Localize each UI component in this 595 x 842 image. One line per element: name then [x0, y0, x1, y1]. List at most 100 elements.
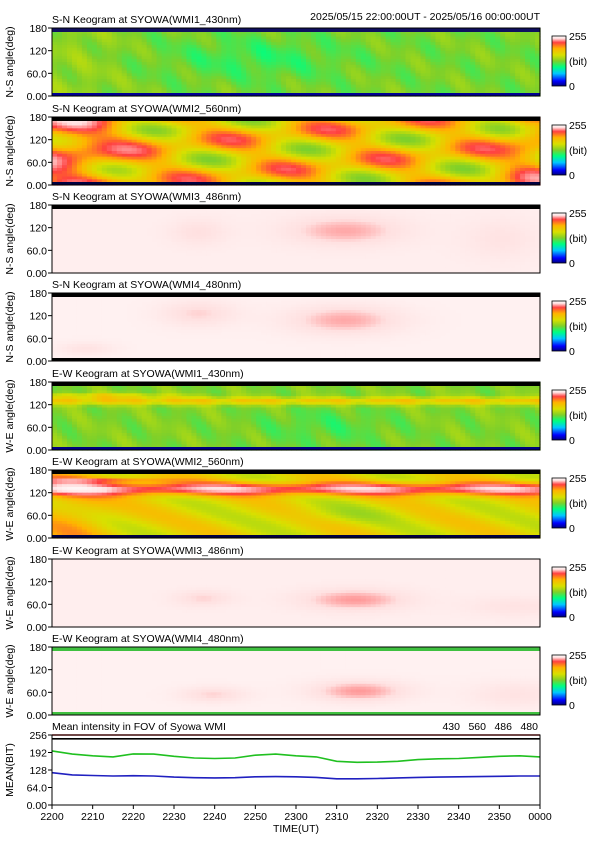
keogram-cell: [310, 53, 317, 57]
keogram-cell: [470, 53, 476, 57]
keogram-cell: [495, 47, 501, 52]
keogram-cell: [261, 53, 267, 57]
keogram-cell: [355, 39, 362, 43]
keogram-cell: [76, 70, 83, 74]
keogram-cell: [380, 33, 387, 38]
keogram-cell: [530, 56, 536, 60]
keogram-cell: [520, 45, 526, 49]
keogram-cell: [116, 50, 123, 55]
keogram-cell: [176, 81, 183, 86]
keogram-cell: [136, 62, 143, 66]
keogram-cell: [61, 50, 68, 55]
keogram-cell: [440, 36, 446, 40]
keogram-cell: [266, 62, 272, 66]
keogram-cell: [395, 125, 402, 129]
keogram-cell: [151, 87, 158, 91]
keogram-cell: [500, 36, 506, 40]
keogram-cell: [495, 87, 501, 91]
keogram-cell: [66, 87, 73, 91]
keogram-cell: [176, 39, 183, 43]
keogram-cell: [390, 70, 397, 74]
keogram-cell: [91, 90, 98, 94]
keogram-cell: [340, 84, 347, 89]
keogram-cell: [520, 67, 526, 72]
keogram-cell: [61, 62, 68, 66]
keogram-cell: [420, 87, 427, 91]
keogram-cell: [345, 47, 352, 52]
keogram-cell: [61, 39, 68, 43]
keogram-cell: [485, 90, 491, 94]
keogram-cell: [335, 79, 342, 83]
keogram-cell: [320, 119, 327, 124]
keogram-cell: [455, 30, 461, 35]
keogram-cell: [81, 81, 88, 86]
keogram-cell: [410, 64, 417, 69]
keogram-cell: [121, 56, 128, 60]
keogram-cell: [106, 45, 113, 49]
keogram-cell: [420, 30, 427, 35]
keogram-cell: [61, 30, 68, 35]
keogram-cell: [181, 62, 188, 66]
keogram-cell: [400, 36, 407, 40]
keogram-cell: [201, 42, 207, 46]
keogram-cell: [450, 56, 456, 60]
keogram-cell: [211, 45, 217, 49]
keogram-cell: [340, 50, 347, 55]
keogram-cell: [485, 50, 491, 55]
panel-frame: [51, 27, 541, 97]
keogram-cell: [500, 122, 506, 127]
keogram-cell: [525, 125, 531, 129]
keogram-cell: [121, 36, 128, 40]
keogram-cell: [490, 90, 496, 94]
keogram-cell: [156, 90, 163, 94]
keogram-cell: [141, 62, 148, 66]
keogram-cell: [96, 42, 103, 46]
keogram-cell: [505, 50, 511, 55]
keogram-cell: [176, 36, 183, 40]
keogram-cell: [345, 87, 352, 91]
keogram-cell: [171, 36, 178, 40]
keogram-cell: [201, 125, 207, 129]
keogram-cell: [430, 70, 437, 74]
keogram-cell: [181, 70, 188, 74]
keogram-cell: [181, 36, 188, 40]
keogram-cell: [305, 59, 312, 63]
keogram-cell: [410, 45, 417, 49]
keogram-cell: [296, 84, 302, 89]
keogram-cell: [455, 84, 461, 89]
keogram-cell: [360, 73, 367, 77]
keogram-cell: [420, 36, 427, 40]
keogram-cell: [91, 56, 98, 60]
keogram-cell: [420, 53, 427, 57]
keogram-cell: [400, 90, 407, 94]
keogram-cell: [91, 119, 98, 124]
keogram-cell: [415, 33, 422, 38]
keogram-cell: [320, 47, 327, 52]
keogram-cell: [315, 70, 322, 74]
keogram-cell: [146, 30, 153, 35]
keogram-cell: [296, 70, 302, 74]
keogram-cell: [226, 64, 232, 69]
keogram-cell: [465, 122, 471, 127]
keogram-cell: [315, 81, 322, 86]
keogram-cell: [71, 39, 78, 43]
keogram-cell: [86, 122, 93, 127]
keogram-cell: [350, 125, 357, 129]
keogram-cell: [350, 128, 357, 132]
keogram-cell: [370, 36, 377, 40]
keogram-cell: [520, 36, 526, 40]
keogram-cell: [221, 119, 227, 124]
keogram-cell: [500, 30, 506, 35]
keogram-cell: [201, 59, 207, 63]
keogram-cell: [131, 45, 138, 49]
keogram-cell: [325, 87, 332, 91]
keogram-cell: [206, 59, 212, 63]
keogram-cell: [86, 59, 93, 63]
keogram-cell: [480, 87, 486, 91]
keogram-cell: [221, 45, 227, 49]
keogram-cell: [186, 76, 193, 80]
keogram-cell: [520, 30, 526, 35]
keogram-cell: [335, 33, 342, 38]
keogram-cell: [141, 33, 148, 38]
keogram-cell: [146, 39, 153, 43]
